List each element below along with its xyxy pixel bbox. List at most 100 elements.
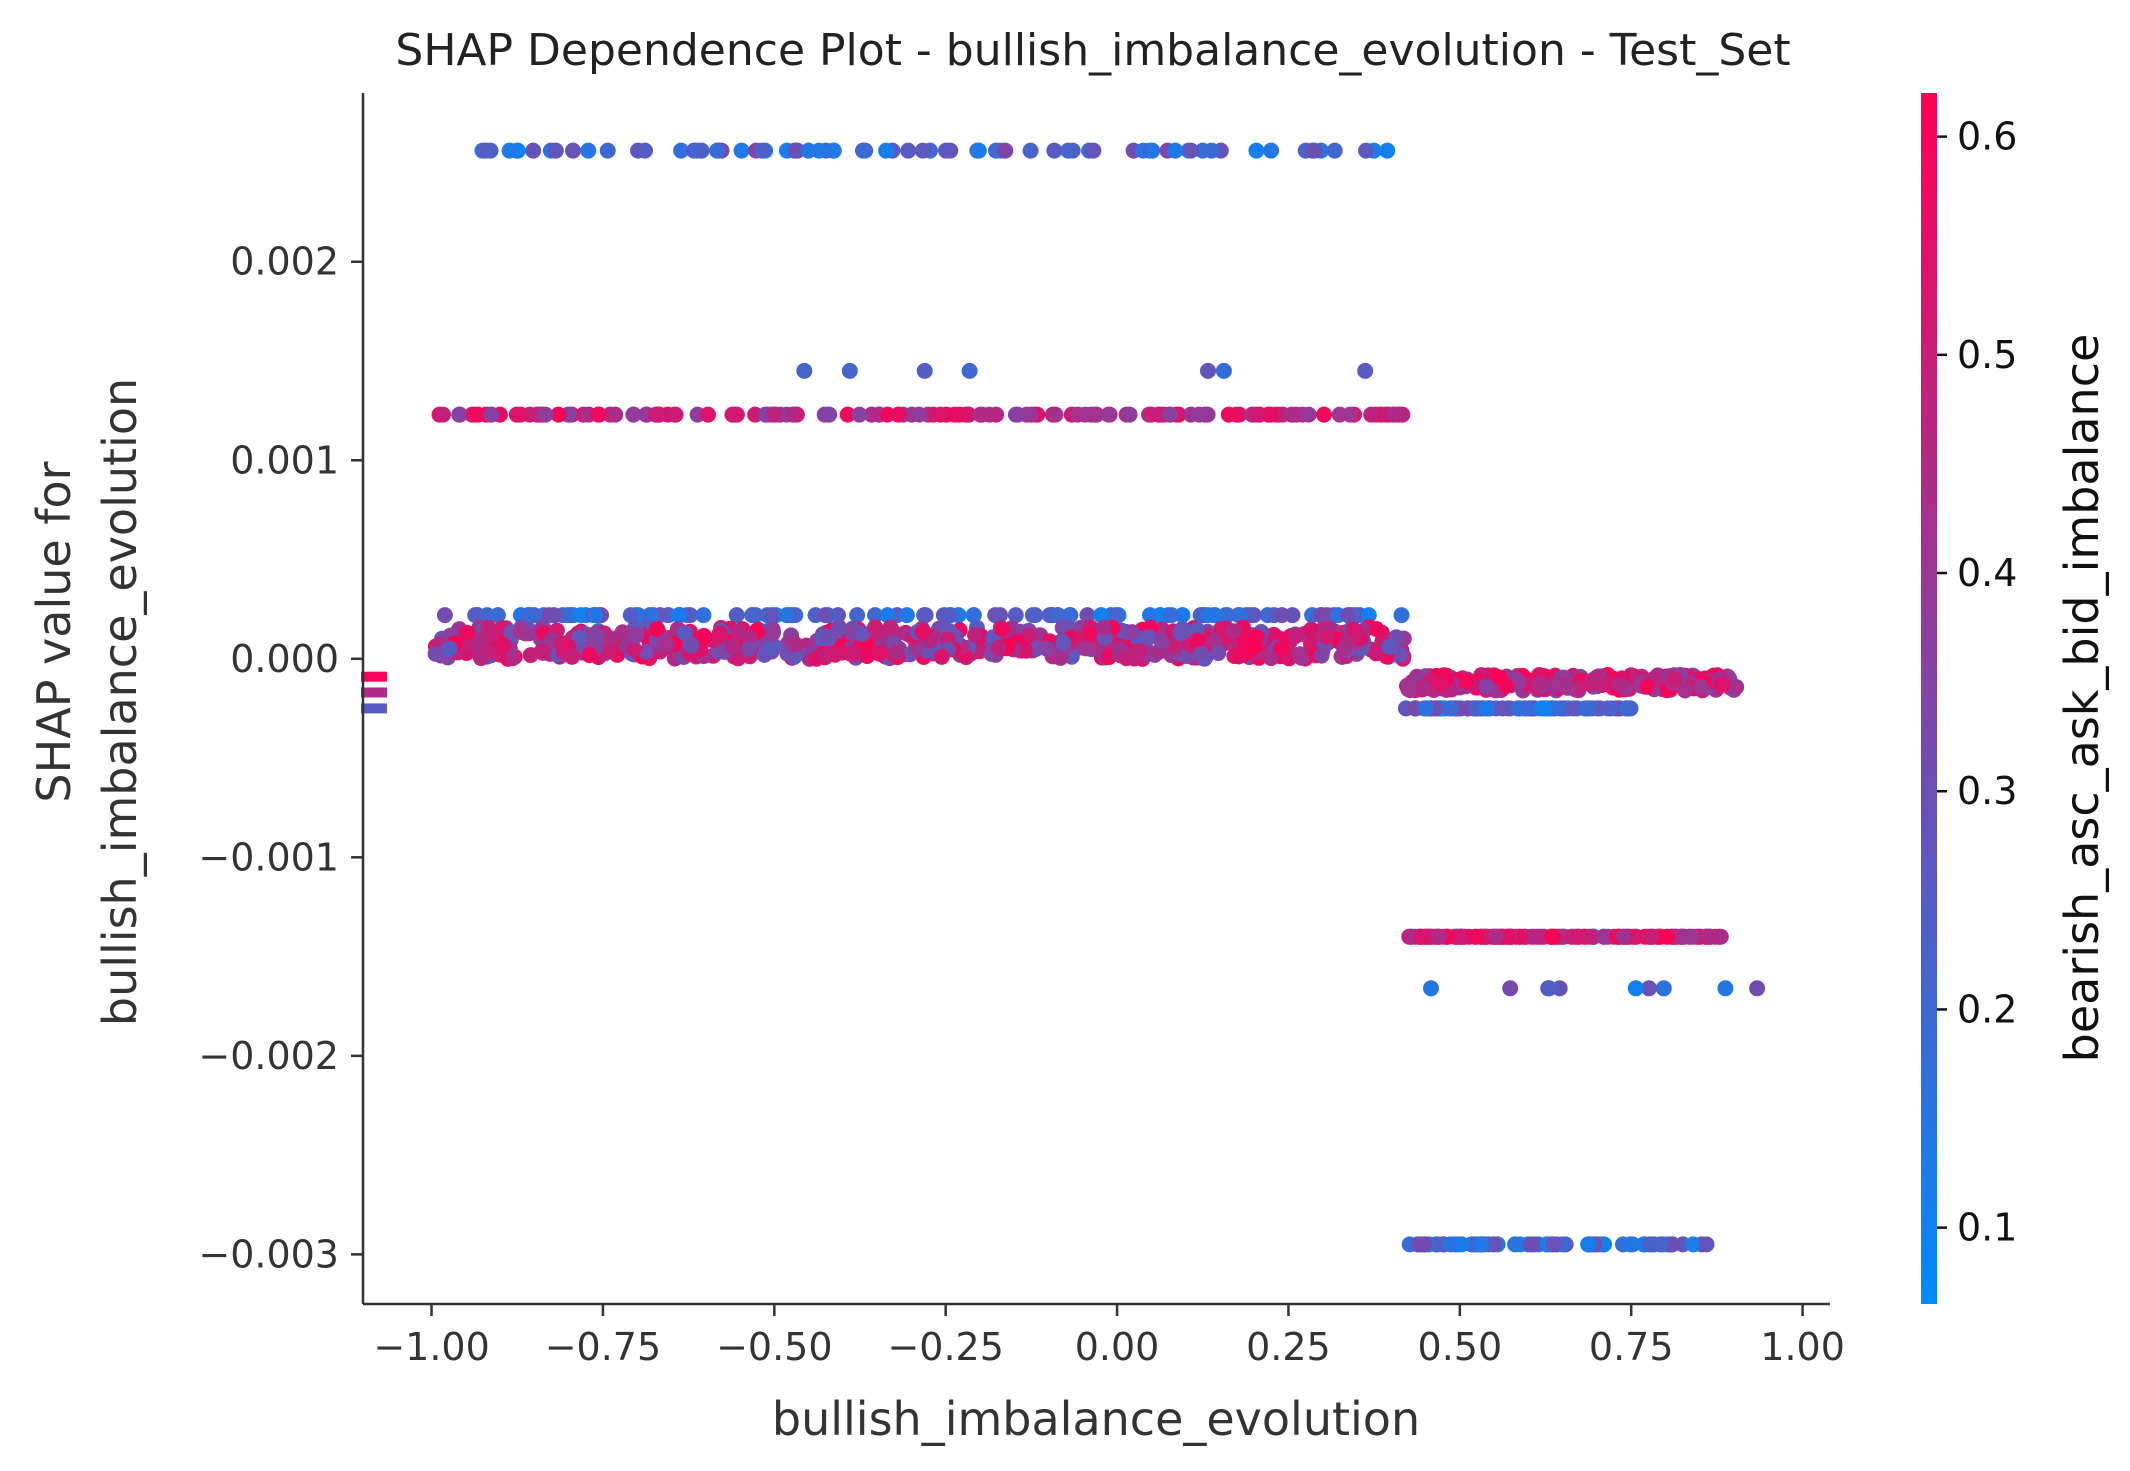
- scatter-point: [1488, 928, 1504, 945]
- scatter-point: [879, 607, 896, 624]
- scatter-point: [1047, 406, 1064, 423]
- scatter-point: [667, 406, 684, 423]
- scatter-point: [1038, 640, 1055, 657]
- scatter-point: [512, 406, 529, 423]
- scatter-point: [519, 607, 536, 624]
- scatter-point: [1693, 678, 1709, 695]
- scatter-point: [436, 607, 453, 624]
- scatter-point: [1545, 1236, 1562, 1253]
- scatter-point: [1342, 406, 1359, 423]
- scatter-point: [1346, 621, 1362, 638]
- scatter-point: [933, 648, 950, 665]
- scatter-point: [441, 640, 458, 657]
- colorbar-tick-label: 0.5: [1957, 333, 2017, 377]
- scatter-point: [1641, 980, 1657, 997]
- scatter-point: [1559, 679, 1576, 696]
- scatter-point: [1163, 607, 1180, 624]
- x-axis-label: bullish_imbalance_evolution: [772, 1392, 1420, 1446]
- scatter-point: [1569, 928, 1585, 945]
- colorbar-tick-label: 0.2: [1957, 987, 2017, 1031]
- scatter-point: [525, 142, 542, 159]
- scatter-point: [1336, 641, 1353, 657]
- scatter-point: [1622, 1236, 1639, 1253]
- x-tick-label: 1.00: [1760, 1325, 1845, 1369]
- scatter-point: [1093, 607, 1110, 624]
- scatter-point: [1442, 1236, 1459, 1253]
- scatter-point: [1082, 626, 1099, 642]
- scatter-point: [1118, 650, 1135, 667]
- scatter-point: [1580, 1236, 1597, 1253]
- scatter-point: [435, 406, 451, 423]
- scatter-point: [602, 630, 619, 647]
- nan-marker: [361, 671, 387, 682]
- scatter-point: [1468, 928, 1484, 945]
- scatter-point: [1078, 640, 1095, 657]
- scatter-point: [1385, 406, 1402, 423]
- scatter-point: [1283, 406, 1300, 423]
- scatter-point: [1546, 678, 1563, 695]
- scatter-point: [1326, 142, 1343, 159]
- scatter-point: [1121, 406, 1138, 423]
- scatter-point: [1655, 980, 1672, 997]
- scatter-point: [1523, 928, 1539, 945]
- scatter-point: [1615, 928, 1632, 945]
- scatter-point: [1302, 622, 1319, 639]
- scatter-point: [649, 621, 666, 637]
- scatter-point: [1046, 142, 1063, 159]
- scatter-point: [693, 142, 710, 159]
- scatter-point: [1381, 638, 1398, 655]
- scatter-point: [1007, 607, 1024, 624]
- scatter-point: [851, 406, 868, 423]
- y-tick-label: −0.001: [198, 835, 339, 879]
- colorbar-tick-label: 0.1: [1957, 1206, 2017, 1250]
- scatter-point: [1200, 362, 1216, 379]
- scatter-point: [1287, 628, 1304, 645]
- scatter-point: [1639, 678, 1656, 695]
- scatter-point: [997, 142, 1014, 159]
- scatter-point: [819, 628, 836, 645]
- scatter-point: [588, 627, 605, 644]
- scatter-point: [1417, 700, 1434, 717]
- scatter-point: [1472, 1236, 1489, 1253]
- scatter-point: [935, 607, 952, 624]
- scatter-point: [740, 641, 757, 658]
- scatter-point: [622, 607, 639, 624]
- scatter-point: [1200, 607, 1217, 624]
- scatter-point: [1627, 980, 1644, 997]
- scatter-point: [826, 646, 843, 663]
- scatter-point: [967, 627, 983, 644]
- scatter-point: [427, 645, 444, 662]
- scatter-point: [988, 406, 1005, 423]
- scatter-point: [789, 142, 806, 159]
- scatter-point: [482, 142, 499, 159]
- scatter-point: [607, 406, 624, 423]
- scatter-point: [916, 607, 933, 624]
- y-tick-label: −0.002: [198, 1034, 339, 1078]
- scatter-point: [1215, 362, 1232, 379]
- scatter-point: [863, 406, 880, 423]
- scatter-point: [867, 619, 884, 636]
- y-tick-label: 0.000: [230, 637, 339, 681]
- scatter-point: [1457, 672, 1474, 689]
- scatter-point: [744, 607, 761, 624]
- x-tick-label: −0.75: [545, 1325, 661, 1369]
- scatter-point: [630, 142, 646, 159]
- scatter-point: [627, 628, 644, 644]
- scatter-point: [1494, 700, 1511, 717]
- scatter-point: [1167, 142, 1184, 159]
- scatter-point: [1588, 669, 1605, 686]
- scatter-point: [849, 607, 866, 624]
- scatter-point: [817, 607, 834, 624]
- scatter-point: [845, 646, 861, 663]
- scatter-point: [1357, 362, 1374, 379]
- scatter-point: [1523, 1236, 1540, 1253]
- scatter-point: [831, 619, 847, 636]
- scatter-point: [641, 607, 658, 624]
- scatter-point: [647, 406, 664, 423]
- scatter-point: [970, 142, 987, 159]
- scatter-point: [1193, 645, 1210, 662]
- scatter-point: [1545, 928, 1562, 945]
- scatter-point: [1659, 928, 1676, 945]
- scatter-point: [550, 406, 567, 423]
- scatter-point: [537, 406, 554, 423]
